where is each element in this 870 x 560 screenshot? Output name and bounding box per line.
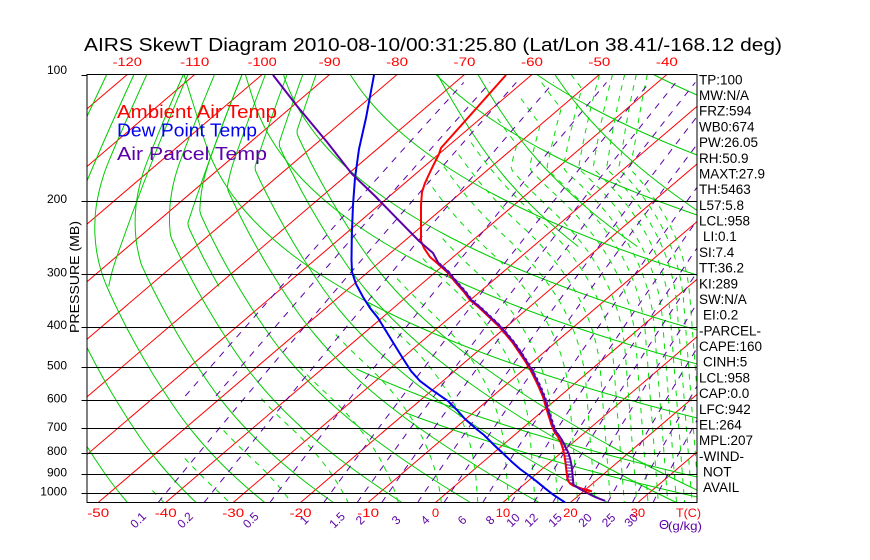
svg-text:300: 300 [47,266,67,280]
svg-text:-100: -100 [248,55,278,69]
svg-text:RH:50.9: RH:50.9 [699,151,749,166]
svg-text:500: 500 [47,359,67,373]
svg-text:SI:7.4: SI:7.4 [699,245,735,260]
svg-text:-20: -20 [290,506,312,520]
svg-text:900: 900 [47,465,67,479]
svg-text:-10: -10 [357,506,379,520]
svg-text:CAPE:160: CAPE:160 [699,339,762,354]
svg-text:-80: -80 [386,55,408,69]
svg-text:600: 600 [47,392,67,406]
svg-text:PW:26.05: PW:26.05 [699,135,758,150]
svg-text:CAP:0.0: CAP:0.0 [699,386,749,401]
svg-text:-110: -110 [180,55,210,69]
svg-text:NOT: NOT [703,465,732,480]
svg-text:100: 100 [47,63,67,77]
svg-text:MW:N/A: MW:N/A [699,88,749,103]
svg-text:Ambient Air Temp: Ambient Air Temp [117,102,277,122]
svg-text:400: 400 [47,318,67,332]
svg-text:-PARCEL-: -PARCEL- [699,323,761,338]
svg-text:LFC:942: LFC:942 [699,402,751,417]
svg-text:TP:100: TP:100 [699,72,743,87]
svg-text:WB0:674: WB0:674 [699,119,755,134]
svg-text:-70: -70 [454,55,476,69]
svg-text:-40: -40 [656,55,678,69]
svg-text:LCL:958: LCL:958 [699,370,750,385]
svg-text:AIRS SkewT Diagram 2010-08-10/: AIRS SkewT Diagram 2010-08-10/00:31:25.8… [84,35,782,55]
svg-text:20: 20 [563,506,578,520]
svg-text:MAXT:27.9: MAXT:27.9 [699,166,765,181]
svg-text:Dew Point Temp: Dew Point Temp [117,121,257,141]
svg-text:SW:N/A: SW:N/A [699,292,747,307]
svg-text:TH:5463: TH:5463 [699,182,751,197]
svg-text:-50: -50 [588,55,610,69]
svg-text:LCL:958: LCL:958 [699,214,750,229]
svg-text:AVAIL: AVAIL [703,480,740,495]
svg-text:KI:289: KI:289 [699,276,738,291]
svg-text:-50: -50 [87,506,109,520]
svg-text:(g/kg): (g/kg) [668,519,702,533]
svg-text:FRZ:594: FRZ:594 [699,104,752,119]
svg-text:0: 0 [432,506,440,520]
svg-text:-120: -120 [113,55,143,69]
svg-text:PRESSURE (MB): PRESSURE (MB) [67,221,82,333]
svg-text:EL:264: EL:264 [699,418,742,433]
svg-text:-90: -90 [319,55,341,69]
svg-text:200: 200 [47,192,67,206]
svg-text:-40: -40 [155,506,177,520]
svg-text:30: 30 [631,506,646,520]
svg-text:Θ: Θ [659,517,669,532]
svg-text:TT:36.2: TT:36.2 [699,261,744,276]
svg-text:-60: -60 [521,55,543,69]
svg-text:1000: 1000 [40,485,67,499]
svg-text:800: 800 [47,444,67,458]
svg-text:Air Parcel Temp: Air Parcel Temp [117,144,267,164]
svg-text:700: 700 [47,420,67,434]
svg-text:MPL:207: MPL:207 [699,433,753,448]
svg-text:10: 10 [496,506,511,520]
svg-text:L57:5.8: L57:5.8 [699,198,744,213]
svg-text:EI:0.2: EI:0.2 [703,308,738,323]
svg-text:CINH:5: CINH:5 [703,355,747,370]
svg-text:LI:0.1: LI:0.1 [703,229,737,244]
svg-text:-WIND-: -WIND- [699,449,744,464]
svg-text:-30: -30 [222,506,244,520]
svg-text:T(C): T(C) [676,506,701,520]
